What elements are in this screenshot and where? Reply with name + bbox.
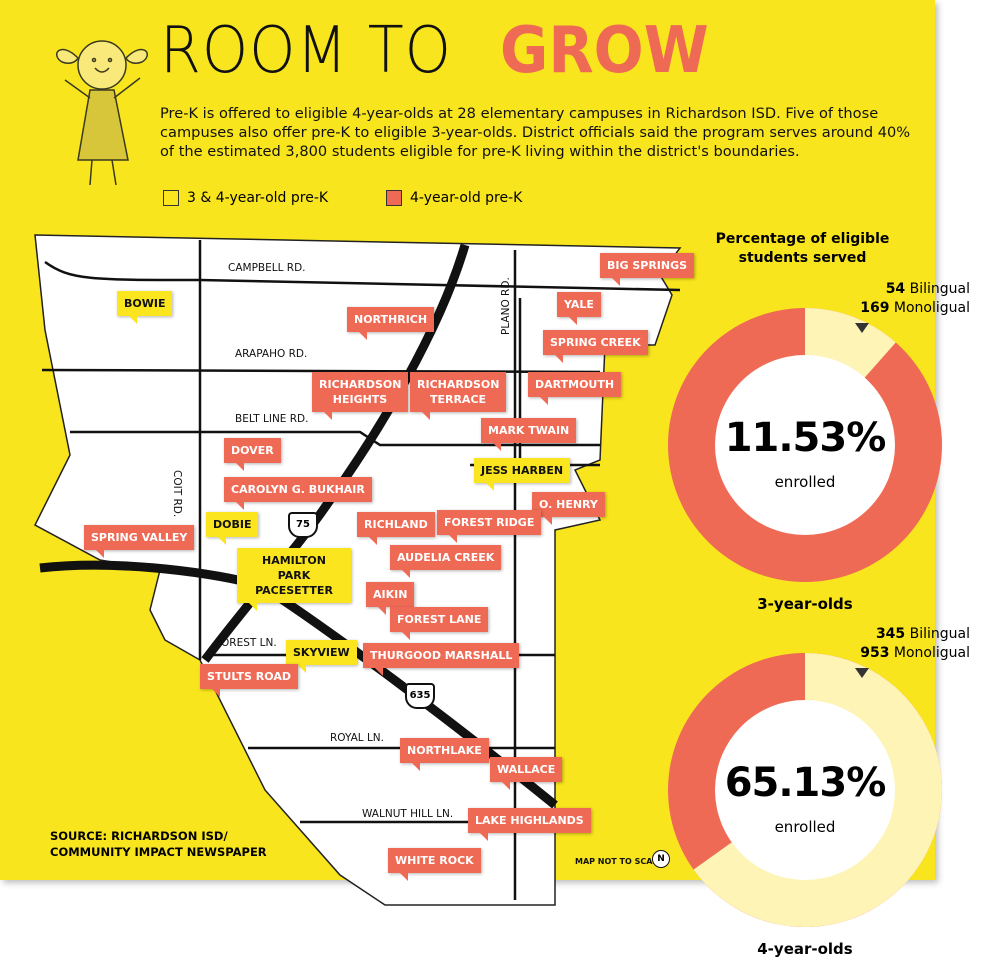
donut-value: 11.53% [724,415,887,461]
school-label: SKYVIEW [286,640,357,673]
breakdown-label: Bilingual [909,281,970,297]
source-line: SOURCE: RICHARDSON ISD/ [50,829,228,843]
school-label: RICHARDSON HEIGHTS [312,372,408,420]
breakdown-line: 345 Bilingual [845,625,970,644]
school-label: FOREST RIDGE [437,510,542,543]
school-label: O. HENRY [532,492,605,525]
breakdown-count: 953 [860,645,890,661]
road-label: PLANO RD. [500,277,512,335]
breakdown-label: Bilingual [909,626,970,642]
donut-sublabel: enrolled [774,473,836,491]
road-label: ARAPAHO RD. [235,348,308,360]
school-label: STULTS ROAD [200,664,298,697]
school-label: DOBIE [206,512,259,545]
school-label: YALE [557,292,601,325]
breakdown: 345 Bilingual 953 Monoligual [845,625,970,663]
road-label: FOREST LN. [215,637,277,649]
legend-swatch [163,190,179,206]
breakdown-count: 345 [875,626,906,642]
legend-label: 4-year-old pre-K [410,190,523,206]
highway-shield: 75 [288,512,318,538]
legend-item: 4-year-old pre-K [386,190,522,206]
school-label: CAROLYN G. BUKHAIR [224,477,372,510]
legend-item: 3 & 4-year-old pre-K [163,190,328,206]
breakdown-line: 953 Monoligual [845,644,970,663]
donut-caption: 4-year-olds [757,940,853,958]
school-label: JESS HARBEN [474,458,571,491]
school-label: BIG SPRINGS [600,253,695,286]
school-label: HAMILTON PARK PACESETTER [237,548,351,611]
school-label: SPRING VALLEY [84,525,195,558]
title-part: ROOM TO [160,14,452,88]
highway-shield: 635 [405,683,435,709]
school-label: SPRING CREEK [543,330,648,363]
breakdown-label: Monoligual [893,645,970,661]
girl-illustration [56,40,148,186]
school-label: BOWIE [117,291,173,324]
school-label: FOREST LANE [390,607,489,640]
charts-title: Percentage of eligible students served [715,231,890,266]
breakdown-count: 169 [860,300,890,316]
school-label: NORTHRICH [347,307,435,340]
road-label: WALNUT HILL LN. [362,808,454,820]
donut-sublabel: enrolled [774,818,836,836]
intro: Pre-K is offered to eligible 4-year-olds… [160,105,911,160]
breakdown-count: 54 [885,281,906,297]
school-label: AIKIN [366,582,415,615]
road-label: BELT LINE RD. [235,413,309,425]
road-label: COIT RD. [171,470,183,518]
school-label: DOVER [224,438,281,471]
donut-caption: 3-year-olds [757,595,853,613]
callout-pointer [855,323,869,333]
breakdown-label: Monoligual [893,300,970,316]
school-label: LAKE HIGHLANDS [468,808,591,841]
school-label: WHITE ROCK [388,848,481,881]
school-label: NORTHLAKE [400,738,489,771]
source: SOURCE: RICHARDSON ISD/COMMUNITY IMPACT … [50,828,267,860]
legend-swatch [386,190,402,206]
school-label: RICHLAND [357,512,435,545]
school-label: WALLACE [490,757,563,790]
school-label: RICHARDSON TERRACE [410,372,506,420]
road-label: ROYAL LN. [330,732,384,744]
breakdown-line: 169 Monoligual [845,299,970,318]
breakdown: 54 Bilingual 169 Monoligual [845,280,970,318]
road-label: CAMPBELL RD. [228,262,306,274]
source-line: COMMUNITY IMPACT NEWSPAPER [50,845,267,859]
school-label: AUDELIA CREEK [390,545,502,578]
school-label: DARTMOUTH [528,372,622,405]
school-label: MARK TWAIN [481,418,577,451]
donut-hole [715,355,895,535]
donut-value: 65.13% [724,760,887,806]
north-arrow: N [652,850,670,868]
legend-label: 3 & 4-year-old pre-K [187,190,329,206]
map-note: MAP NOT TO SCALE [575,857,663,866]
breakdown-line: 54 Bilingual [845,280,970,299]
donut-hole [715,700,895,880]
callout-pointer [855,668,869,678]
title-part: GROW [500,14,709,88]
school-label: THURGOOD MARSHALL [363,643,520,676]
